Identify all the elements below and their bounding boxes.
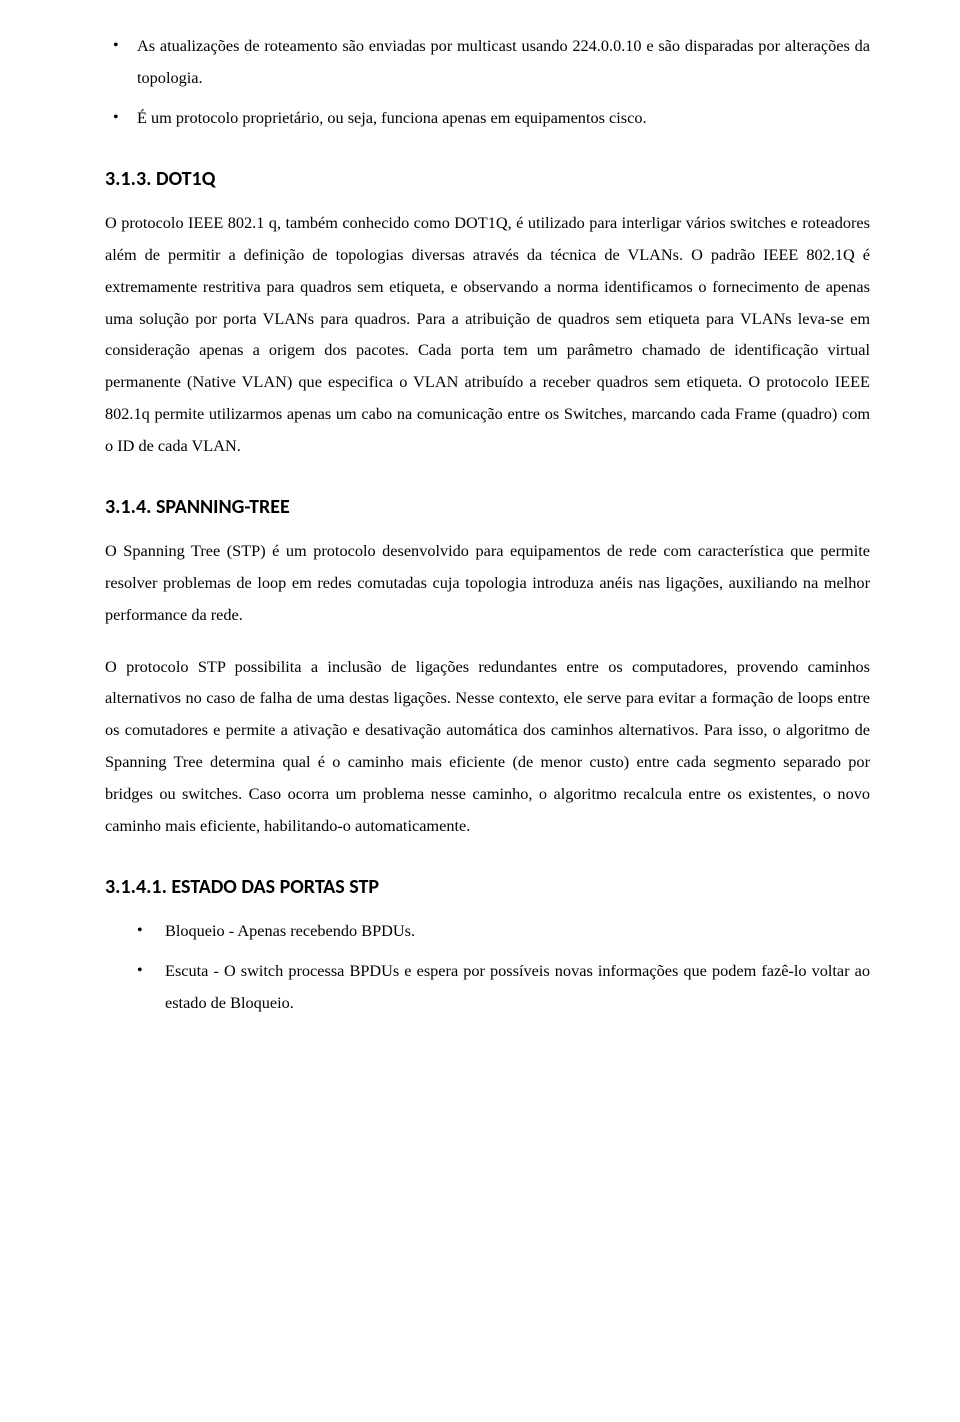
body-paragraph: O Spanning Tree (STP) é um protocolo des…: [105, 535, 870, 630]
list-item-text: Bloqueio - Apenas recebendo BPDUs.: [165, 921, 415, 940]
section-heading-dot1q: 3.1.3. DOT1Q: [105, 167, 870, 191]
top-bullet-list: As atualizações de roteamento são enviad…: [105, 30, 870, 133]
list-item-text: Escuta - O switch processa BPDUs e esper…: [165, 961, 870, 1012]
list-item: Escuta - O switch processa BPDUs e esper…: [105, 955, 870, 1019]
list-item-text: As atualizações de roteamento são enviad…: [137, 36, 870, 87]
section-heading-spanning-tree: 3.1.4. SPANNING-TREE: [105, 495, 870, 519]
list-item: É um protocolo proprietário, ou seja, fu…: [105, 102, 870, 134]
list-item-text: É um protocolo proprietário, ou seja, fu…: [137, 108, 647, 127]
document-page: As atualizações de roteamento são enviad…: [0, 0, 960, 1422]
list-item: Bloqueio - Apenas recebendo BPDUs.: [105, 915, 870, 947]
section-heading-stp-states: 3.1.4.1. ESTADO DAS PORTAS STP: [105, 875, 870, 899]
stp-states-bullet-list: Bloqueio - Apenas recebendo BPDUs. Escut…: [105, 915, 870, 1018]
body-paragraph: O protocolo IEEE 802.1 q, também conheci…: [105, 207, 870, 461]
body-paragraph: O protocolo STP possibilita a inclusão d…: [105, 651, 870, 842]
list-item: As atualizações de roteamento são enviad…: [105, 30, 870, 94]
